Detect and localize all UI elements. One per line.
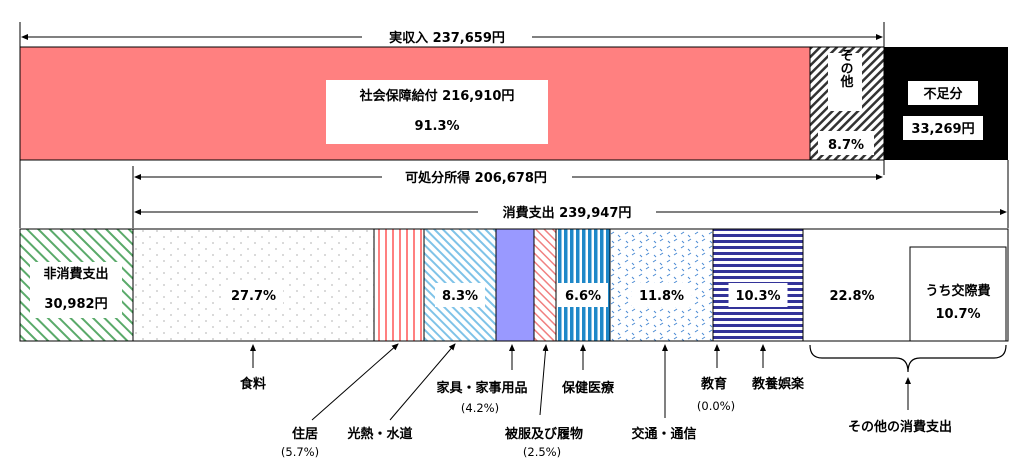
- social-security-label-box: [326, 80, 548, 144]
- segment-pct-box-transport: [632, 283, 691, 307]
- segment-pct-recreation: 10.3%: [735, 289, 780, 304]
- callout-arrow-housing: [311, 343, 399, 421]
- disposable-income-label: 可処分所得 206,678円: [405, 170, 547, 186]
- other-income-pct: 8.7%: [828, 138, 864, 153]
- callout-label-recreation: 教養娯楽: [751, 376, 805, 392]
- callout-pct-furniture: (4.2%): [461, 401, 499, 415]
- social-security-pct: 91.3%: [414, 119, 459, 134]
- non-consumption-amount: 30,982円: [44, 297, 107, 312]
- other-income-pct-box: [818, 131, 874, 155]
- income-total-label: 実収入 237,659円: [389, 30, 505, 46]
- segment-pct-transport: 11.8%: [639, 289, 684, 304]
- other-consumption-brace: [809, 344, 1007, 373]
- non-consumption-label-box: [30, 262, 122, 318]
- other-income-label: その他: [838, 49, 855, 89]
- callout-arrow-utilities: [389, 343, 456, 421]
- callout-label-furniture: 家具・家事用品: [436, 380, 527, 396]
- segment-pct-medical: 6.6%: [565, 289, 601, 304]
- callout-arrow-clothing: [539, 344, 549, 416]
- segment-pct-box-recreation: [728, 283, 788, 307]
- segment-pct-box-other: [822, 283, 882, 307]
- callout-label-other: その他の消費支出: [848, 419, 952, 435]
- expenditure-segment-clothing_v: [495, 228, 535, 342]
- segment-pct-box-furniture: [435, 283, 485, 307]
- segment-pct-other: 22.8%: [829, 289, 874, 304]
- callout-pct-housing: (5.7%): [281, 445, 319, 459]
- segment-pct-furniture: 8.3%: [442, 289, 478, 304]
- consumption-span: 消費支出 239,947円: [134, 160, 1009, 228]
- social-security-label: 社会保障給付 216,910円: [359, 88, 515, 104]
- social-expense-pct: 10.7%: [935, 307, 980, 322]
- segment-pct-food: 27.7%: [231, 289, 276, 304]
- deficit-label-box: [908, 81, 978, 105]
- callout-label-education: 教育: [700, 376, 727, 392]
- expenditure-segment-housing: [373, 228, 425, 342]
- deficit-label: 不足分: [923, 86, 962, 102]
- callout-label-transport: 交通・通信: [631, 426, 696, 442]
- social-expense-label: うち交際費: [925, 283, 990, 299]
- segment-pct-box-food: [224, 283, 283, 307]
- disposable-income-span: 可処分所得 206,678円: [19, 160, 883, 228]
- callout-label-medical: 保健医療: [561, 380, 615, 396]
- non-consumption-label: 非消費支出: [43, 266, 108, 282]
- callout-label-housing: 住居: [292, 426, 318, 442]
- segment-pct-box-medical: [558, 283, 608, 307]
- callout-pct-education: (0.0%): [697, 399, 735, 413]
- consumption-label: 消費支出 239,947円: [503, 205, 632, 221]
- callout-label-food: 食料: [240, 376, 266, 392]
- other-income-label-box: [828, 53, 862, 111]
- callout-label-utilities: 光熱・水道: [346, 426, 412, 442]
- expenditure-segment-misc_small: [533, 228, 557, 342]
- deficit-amount-box: [903, 116, 983, 140]
- social-expense-box: [909, 246, 1007, 342]
- callout-pct-clothing: (2.5%): [523, 445, 561, 459]
- callout-label-clothing: 被服及び履物: [504, 426, 583, 442]
- deficit-amount: 33,269円: [911, 122, 974, 137]
